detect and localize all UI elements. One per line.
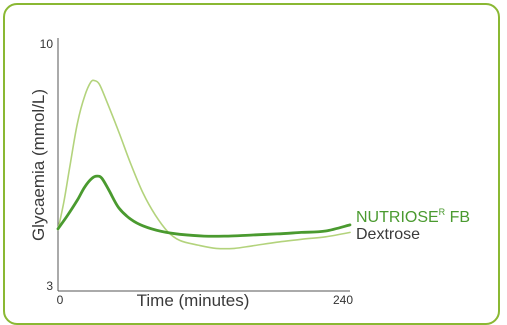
legend-label-nutriose: NUTRIOSER FB — [356, 207, 470, 226]
axes — [57, 38, 350, 292]
legend-nutriose-name: NUTRIOSE — [356, 209, 439, 226]
series-line-nutriose — [56, 174, 352, 238]
legend-label-dextrose: Dextrose — [356, 226, 420, 243]
y-tick-label: 10 — [40, 37, 54, 51]
legend-nutriose-suffix: FB — [445, 209, 470, 226]
series-line-dextrose — [57, 79, 351, 250]
legend-nutriose-superscript: R — [439, 207, 446, 217]
y-tick-label: 3 — [46, 279, 53, 293]
y-axis-title: Glycaemia (mmol/L) — [29, 89, 48, 241]
x-tick-label: 240 — [333, 293, 353, 307]
x-axis-title: Time (minutes) — [137, 291, 250, 310]
x-tick-label: 0 — [57, 293, 64, 307]
